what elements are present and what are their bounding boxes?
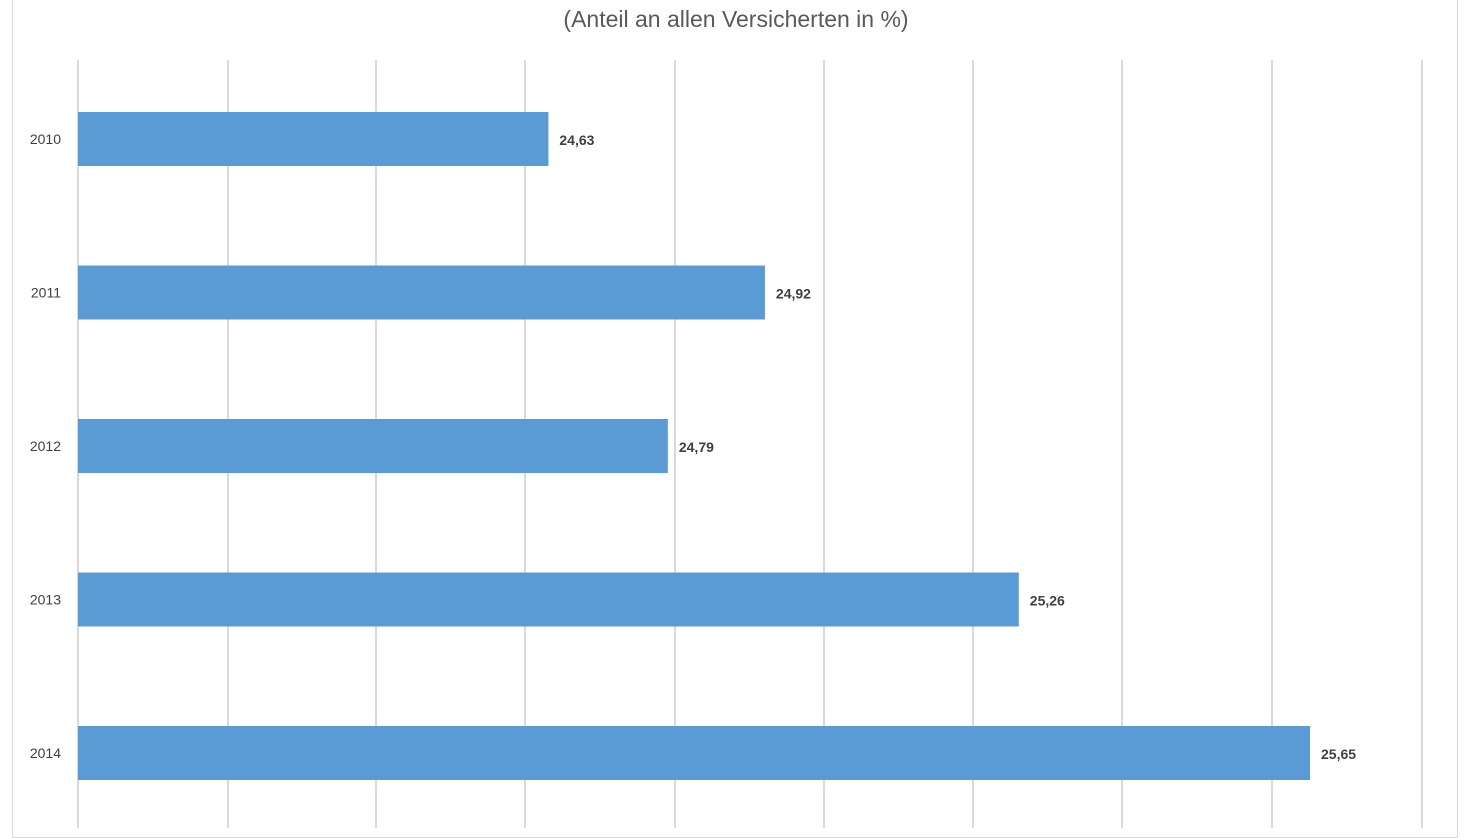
chart-subtitle: (Anteil an allen Versicherten in %) <box>563 6 909 32</box>
bar-2013 <box>78 572 1019 627</box>
bar-2012 <box>78 419 668 473</box>
data-label-2014: 25,65 <box>1321 746 1356 762</box>
category-label-2011: 2011 <box>31 285 61 301</box>
category-label-2012: 2012 <box>30 438 61 454</box>
labels: 2010 24,63 2011 24,92 2012 24,79 2013 25,26 2014… <box>30 131 1356 762</box>
category-label-2014: 2014 <box>30 745 61 761</box>
data-label-2012: 24,79 <box>679 439 714 455</box>
gridlines <box>77 60 1423 828</box>
data-label-2010: 24,63 <box>559 132 594 148</box>
bar-2011 <box>78 265 765 320</box>
data-label-2011: 24,92 <box>776 286 811 302</box>
bar-2014 <box>78 726 1310 780</box>
bars <box>78 112 1310 780</box>
category-label-2010: 2010 <box>30 131 61 147</box>
category-label-2013: 2013 <box>30 592 61 608</box>
data-label-2013: 25,26 <box>1030 593 1065 609</box>
bar-2010 <box>78 112 549 166</box>
